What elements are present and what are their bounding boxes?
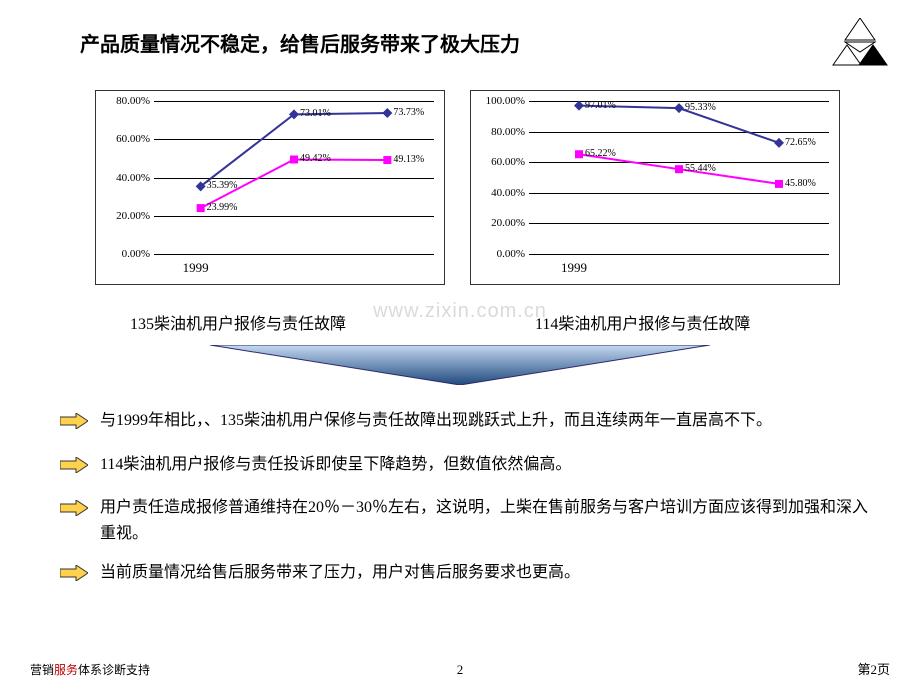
chart-plot (96, 91, 444, 284)
footer-page-number: 2 (457, 662, 464, 678)
data-label: 35.39% (207, 180, 238, 191)
footer-left-pre: 营销 (30, 663, 54, 677)
watermark: www.zixin.com.cn (373, 300, 547, 323)
chart-135-caption: 135柴油机用户报修与责任故障 (130, 310, 346, 334)
x-label: 1999 (183, 260, 209, 276)
data-label: 23.99% (207, 202, 238, 213)
data-label: 97.01% (585, 100, 616, 111)
footer-right: 第2页 (857, 659, 890, 678)
logo-icon (830, 18, 890, 66)
footer-left-red: 服务 (54, 663, 78, 677)
bullet-text: 当前质量情况给售后服务带来了压力，用户对售后服务要求也更高。 (100, 560, 880, 586)
page-title: 产品质量情况不稳定，给售后服务带来了极大压力 (80, 28, 520, 57)
x-label: 1999 (561, 260, 587, 276)
data-label: 49.42% (300, 153, 331, 164)
list-item: 当前质量情况给售后服务带来了压力，用户对售后服务要求也更高。 (60, 560, 880, 590)
bullet-arrow-icon (60, 564, 90, 590)
data-label: 72.65% (785, 137, 816, 148)
chart-135: 0.00%20.00%40.00%60.00%80.00%35.39%73.01… (95, 90, 445, 285)
bullet-text: 用户责任造成报修普通维持在20％－30％左右，这说明，上柴在售前服务与客户培训方… (100, 495, 880, 546)
bullet-arrow-icon (60, 412, 90, 438)
data-label: 45.80% (785, 178, 816, 189)
list-item: 114柴油机用户报修与责任投诉即使呈下降趋势，但数值依然偏高。 (60, 452, 880, 482)
data-label: 49.13% (393, 154, 424, 165)
bullet-text: 114柴油机用户报修与责任投诉即使呈下降趋势，但数值依然偏高。 (100, 452, 880, 478)
bullet-list: 与1999年相比，、135柴油机用户保修与责任故障出现跳跃式上升，而且连续两年一… (60, 408, 880, 604)
chart-114: 0.00%20.00%40.00%60.00%80.00%100.00%97.0… (470, 90, 840, 285)
list-item: 用户责任造成报修普通维持在20％－30％左右，这说明，上柴在售前服务与客户培训方… (60, 495, 880, 546)
data-label: 55.44% (685, 163, 716, 174)
bullet-arrow-icon (60, 499, 90, 525)
down-arrow-icon (210, 345, 710, 385)
bullet-arrow-icon (60, 456, 90, 482)
chart-114-caption: 114柴油机用户报修与责任故障 (535, 310, 750, 334)
data-label: 73.01% (300, 108, 331, 119)
list-item: 与1999年相比，、135柴油机用户保修与责任故障出现跳跃式上升，而且连续两年一… (60, 408, 880, 438)
chart-plot (471, 91, 839, 284)
data-label: 65.22% (585, 148, 616, 159)
bullet-text: 与1999年相比，、135柴油机用户保修与责任故障出现跳跃式上升，而且连续两年一… (100, 408, 880, 434)
footer-left: 营销服务体系诊断支持 (30, 661, 150, 678)
data-label: 73.73% (393, 107, 424, 118)
data-label: 95.33% (685, 102, 716, 113)
footer-left-post: 体系诊断支持 (78, 663, 150, 677)
